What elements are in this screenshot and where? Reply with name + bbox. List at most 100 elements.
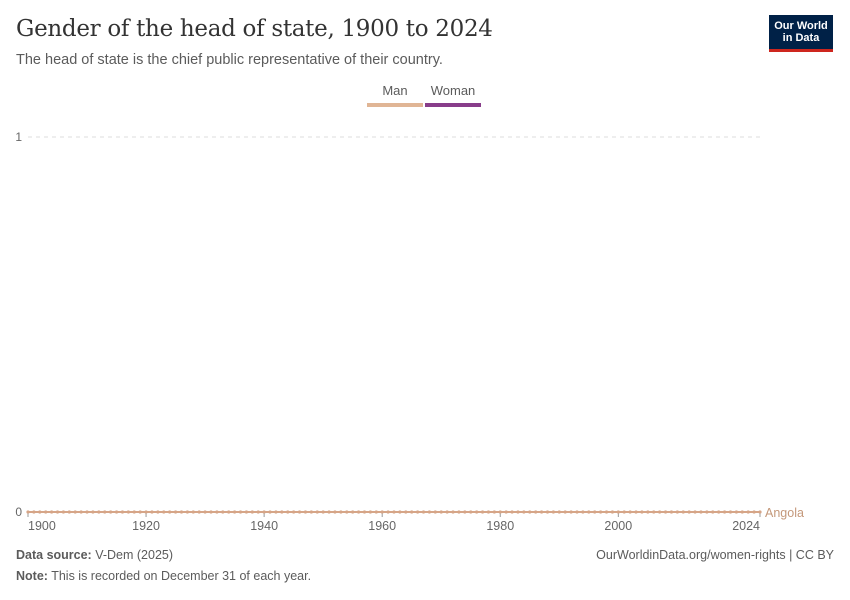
data-point bbox=[132, 510, 136, 514]
x-tick-label: 1960 bbox=[368, 519, 396, 533]
data-point bbox=[38, 510, 42, 514]
data-point bbox=[404, 510, 408, 514]
data-point bbox=[504, 510, 508, 514]
data-point bbox=[758, 510, 762, 514]
data-point bbox=[292, 510, 296, 514]
data-point bbox=[44, 510, 48, 514]
data-point bbox=[740, 510, 744, 514]
data-point bbox=[351, 510, 355, 514]
data-source: Data source: V-Dem (2025) bbox=[16, 548, 174, 562]
source-link[interactable]: V-Dem (2025) bbox=[95, 548, 174, 562]
data-point bbox=[339, 510, 343, 514]
data-point bbox=[539, 510, 544, 514]
owid-logo[interactable]: Our World in Data bbox=[769, 15, 833, 52]
data-point bbox=[410, 510, 414, 514]
data-point bbox=[67, 510, 71, 514]
data-point bbox=[492, 510, 496, 514]
data-point bbox=[622, 510, 626, 514]
data-point bbox=[173, 510, 178, 514]
data-point bbox=[221, 510, 225, 514]
data-point bbox=[510, 510, 514, 514]
data-point bbox=[563, 510, 567, 514]
data-point bbox=[114, 510, 119, 514]
data-point bbox=[55, 510, 60, 514]
data-point bbox=[669, 510, 674, 514]
data-point bbox=[575, 510, 579, 514]
y-tick-label: 1 bbox=[15, 130, 22, 144]
data-point bbox=[274, 510, 278, 514]
data-point bbox=[480, 510, 485, 514]
data-point bbox=[179, 510, 184, 514]
data-point bbox=[717, 510, 721, 514]
data-point bbox=[734, 510, 738, 514]
data-point bbox=[528, 510, 532, 514]
data-point bbox=[663, 510, 668, 514]
data-point bbox=[327, 510, 331, 514]
data-point bbox=[197, 510, 201, 514]
data-point bbox=[91, 510, 95, 514]
data-point bbox=[522, 510, 526, 514]
data-point bbox=[658, 510, 662, 514]
data-point bbox=[79, 510, 83, 514]
x-tick-label: 1940 bbox=[250, 519, 278, 533]
legend-label: Man bbox=[382, 83, 408, 98]
data-point bbox=[191, 510, 195, 514]
data-point bbox=[693, 510, 697, 514]
data-point bbox=[634, 510, 638, 514]
data-point bbox=[315, 510, 319, 514]
url-license[interactable]: OurWorldinData.org/women-rights | CC BY bbox=[596, 548, 834, 562]
legend-label: Woman bbox=[430, 83, 476, 98]
legend-item-woman[interactable]: Woman bbox=[425, 83, 481, 107]
x-tick-label: 1920 bbox=[132, 519, 160, 533]
data-point bbox=[498, 510, 502, 514]
data-point bbox=[268, 510, 272, 514]
data-point bbox=[705, 510, 709, 514]
data-point bbox=[73, 510, 77, 514]
data-point bbox=[185, 510, 189, 514]
data-point bbox=[374, 510, 378, 514]
data-point bbox=[150, 510, 154, 514]
data-point bbox=[486, 510, 491, 514]
data-point bbox=[126, 510, 130, 514]
data-point bbox=[746, 510, 750, 514]
data-point bbox=[156, 510, 160, 514]
data-point bbox=[120, 510, 125, 514]
data-point bbox=[109, 510, 113, 514]
data-point bbox=[516, 510, 520, 514]
data-point bbox=[728, 510, 733, 514]
x-tick-label: 2000 bbox=[604, 519, 632, 533]
data-point bbox=[85, 510, 89, 514]
data-point bbox=[50, 510, 54, 514]
data-point bbox=[451, 510, 455, 514]
data-point bbox=[356, 510, 361, 514]
data-point bbox=[722, 510, 727, 514]
data-point bbox=[362, 510, 367, 514]
data-point bbox=[557, 510, 561, 514]
data-point bbox=[398, 510, 402, 514]
data-point bbox=[433, 510, 437, 514]
series-label: Angola bbox=[765, 506, 804, 520]
data-point bbox=[534, 510, 538, 514]
x-tick-label: 1900 bbox=[28, 519, 56, 533]
data-point bbox=[551, 510, 555, 514]
x-tick-label: 1980 bbox=[486, 519, 514, 533]
x-tick-label: 2024 bbox=[732, 519, 760, 533]
data-point bbox=[286, 510, 290, 514]
data-point bbox=[610, 510, 615, 514]
data-point bbox=[250, 510, 254, 514]
data-point bbox=[652, 510, 656, 514]
data-point bbox=[244, 510, 249, 514]
data-point bbox=[457, 510, 461, 514]
legend-item-man[interactable]: Man bbox=[367, 83, 423, 107]
data-point bbox=[711, 510, 715, 514]
data-point bbox=[138, 510, 142, 514]
data-point bbox=[475, 510, 479, 514]
legend: Man Woman bbox=[367, 83, 481, 107]
chart-title: Gender of the head of state, 1900 to 202… bbox=[16, 16, 493, 42]
data-point bbox=[103, 510, 107, 514]
data-point bbox=[681, 510, 685, 514]
data-point bbox=[162, 510, 166, 514]
data-point bbox=[233, 510, 237, 514]
data-point bbox=[427, 510, 432, 514]
